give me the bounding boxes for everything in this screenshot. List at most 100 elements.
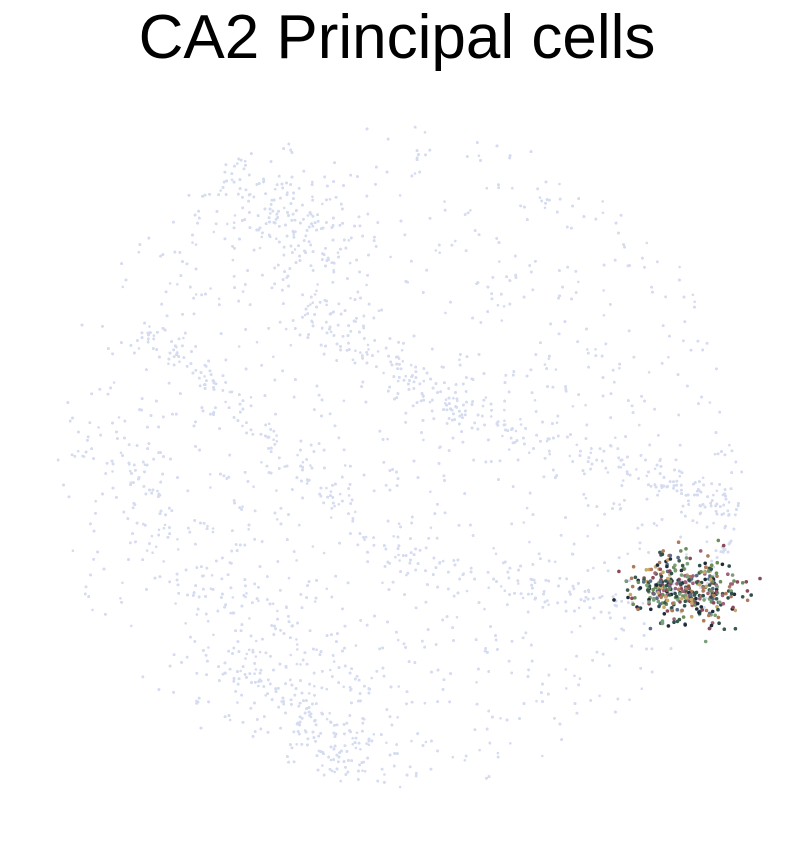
background-point: [653, 467, 657, 471]
background-point: [400, 348, 404, 352]
chart-title: CA2 Principal cells: [138, 3, 656, 72]
background-point: [301, 460, 305, 464]
background-point: [289, 653, 293, 657]
background-point: [499, 585, 503, 588]
background-point: [409, 363, 413, 367]
background-point: [333, 770, 337, 774]
background-point: [618, 503, 621, 506]
background-point: [354, 746, 358, 750]
background-point: [530, 592, 534, 596]
background-point: [444, 311, 447, 315]
background-point: [451, 755, 455, 759]
background-point: [678, 475, 682, 478]
background-point: [212, 633, 215, 637]
background-point: [507, 448, 511, 451]
background-point: [573, 674, 576, 678]
background-point: [321, 764, 324, 767]
background-point: [230, 178, 234, 182]
background-point: [365, 283, 368, 287]
background-point: [121, 581, 124, 585]
background-point: [533, 399, 537, 402]
background-point: [601, 595, 604, 598]
background-point: [553, 560, 557, 564]
background-point: [339, 779, 343, 783]
background-point: [385, 741, 388, 745]
background-point: [306, 304, 310, 308]
background-point: [621, 479, 625, 482]
background-point: [383, 773, 386, 776]
background-point: [558, 182, 561, 186]
background-point: [229, 611, 232, 615]
background-point: [396, 379, 400, 383]
background-point: [364, 535, 368, 539]
background-point: [228, 390, 232, 394]
background-point: [376, 350, 380, 353]
background-point: [715, 489, 719, 493]
background-point: [355, 731, 359, 735]
background-point: [695, 521, 699, 524]
background-point: [602, 289, 605, 292]
background-point: [577, 606, 581, 610]
background-point: [195, 613, 199, 616]
background-point: [219, 189, 222, 192]
background-point: [209, 587, 213, 590]
background-point: [441, 559, 445, 563]
background-point: [244, 657, 247, 660]
background-point: [228, 718, 232, 722]
background-point: [638, 547, 641, 551]
background-point: [137, 347, 141, 350]
background-point: [97, 426, 100, 429]
background-point: [148, 325, 151, 328]
background-point: [174, 602, 177, 605]
background-point: [239, 669, 242, 673]
background-point: [351, 743, 355, 746]
background-point: [342, 399, 346, 403]
background-point: [397, 553, 400, 557]
background-point: [309, 715, 313, 719]
background-point: [245, 652, 249, 656]
background-point: [359, 351, 362, 354]
background-point: [162, 560, 165, 563]
background-point: [693, 300, 696, 304]
background-point: [194, 293, 198, 296]
background-point: [329, 490, 333, 493]
background-point: [589, 451, 593, 455]
background-point: [257, 599, 260, 602]
background-point: [367, 348, 370, 351]
background-point: [119, 597, 122, 600]
background-point: [398, 559, 401, 562]
background-point: [503, 419, 506, 423]
background-point: [618, 366, 621, 370]
background-point: [492, 546, 496, 550]
background-point: [548, 452, 552, 456]
background-point: [325, 717, 329, 721]
background-point: [156, 489, 159, 493]
background-point: [315, 289, 318, 293]
background-point: [404, 374, 408, 378]
background-point: [422, 379, 426, 383]
background-point: [328, 711, 332, 715]
background-point: [231, 258, 235, 262]
background-points: [56, 125, 743, 789]
background-point: [701, 476, 705, 480]
background-point: [606, 471, 610, 474]
background-point: [438, 251, 442, 254]
background-point: [237, 345, 241, 348]
background-point: [494, 552, 498, 556]
background-point: [443, 402, 447, 405]
background-point: [354, 349, 357, 353]
background-point: [564, 668, 568, 671]
background-point: [678, 265, 681, 269]
background-point: [81, 454, 84, 458]
background-point: [191, 241, 194, 244]
background-point: [638, 423, 641, 427]
background-point: [592, 566, 595, 570]
background-point: [535, 699, 538, 703]
background-point: [272, 438, 275, 442]
background-point: [269, 212, 272, 215]
background-point: [626, 552, 629, 556]
background-point: [489, 415, 493, 418]
background-point: [253, 672, 256, 675]
background-point: [260, 235, 264, 239]
background-point: [315, 648, 318, 651]
